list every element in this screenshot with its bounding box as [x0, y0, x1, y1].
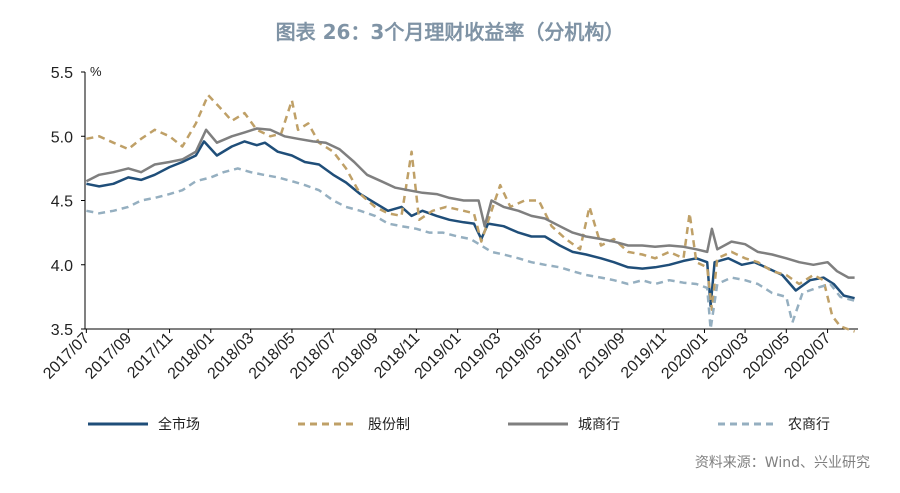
y-tick-label: 5.0 [51, 129, 73, 146]
x-tick-label: 2017/09 [82, 330, 135, 383]
series-layer [85, 93, 856, 333]
legend-label-2: 股份制 [368, 417, 410, 433]
y-tick-label: 4.5 [51, 194, 73, 211]
chart-axes: 3.54.04.55.05.5 %2017/072017/092017/11201… [40, 64, 858, 383]
legend-label-1: 全市场 [158, 416, 200, 433]
y-tick-label: 4.0 [51, 258, 73, 275]
y-axis-unit: % [90, 64, 102, 79]
series-line-4 [86, 167, 855, 331]
series-line-1 [86, 140, 855, 308]
y-tick-label: 3.5 [51, 322, 73, 339]
legend-label-4: 农商行 [788, 417, 830, 433]
x-tick-label: 2020/07 [781, 330, 834, 383]
chart-title: 图表 26：3个月理财收益率（分机构） [275, 20, 625, 44]
x-tick-label: 2019/09 [576, 330, 629, 383]
x-tick-label: 2018/09 [329, 330, 382, 383]
source-note: 资料来源：Wind、兴业研究 [694, 455, 870, 471]
y-tick-label: 5.5 [51, 65, 73, 82]
series-line-3 [85, 127, 855, 279]
chart-legend: 全市场 股份制 城商行 农商行 [88, 416, 830, 433]
series-line-2 [86, 93, 856, 333]
legend-label-3: 城商行 [578, 417, 620, 433]
